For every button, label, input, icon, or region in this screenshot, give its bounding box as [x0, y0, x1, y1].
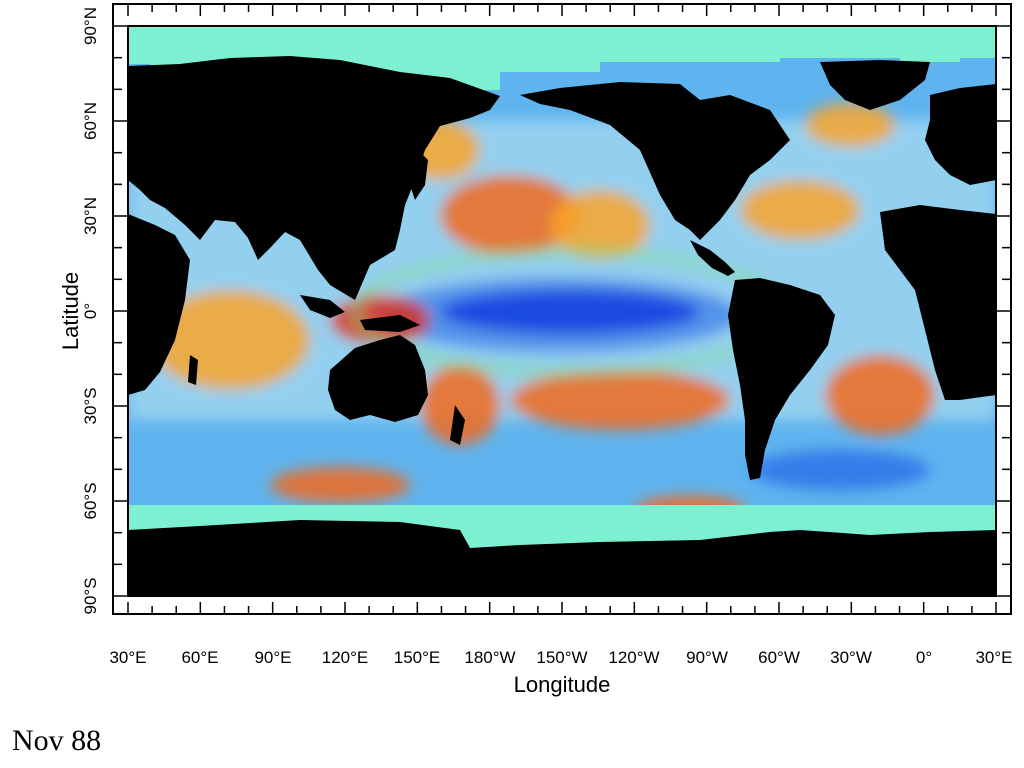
- central-america: [690, 240, 735, 276]
- eurasia-landmass: [128, 56, 500, 300]
- anomaly-map-figure: 30°E 60°E 90°E 120°E 150°E 180°W 150°W 1…: [58, 3, 1013, 697]
- map-border: [127, 25, 997, 597]
- australia-landmass: [328, 335, 428, 422]
- x-tick-label: 150°E: [394, 648, 441, 667]
- north-atlantic-warm-2: [805, 103, 895, 147]
- y-tick-label: 60°N: [81, 102, 100, 140]
- x-tick-label: 60°E: [181, 648, 218, 667]
- south-atlantic-warm: [825, 355, 935, 435]
- x-tick-label: 150°W: [536, 648, 587, 667]
- south-america-landmass: [728, 278, 835, 480]
- north-america-landmass: [520, 82, 790, 240]
- x-tick-label: 120°W: [608, 648, 659, 667]
- greenland-landmass: [820, 60, 930, 110]
- y-tick-label: 60°S: [81, 482, 100, 519]
- x-tick-label: 60°W: [758, 648, 800, 667]
- x-tick-label: 0°: [916, 648, 932, 667]
- map-frame: [112, 3, 1012, 615]
- land: [128, 56, 996, 596]
- x-tick-label: 30°E: [109, 648, 146, 667]
- y-tick-label: 90°N: [81, 7, 100, 45]
- africa-east: [880, 205, 996, 400]
- x-tick-marks: [127, 4, 997, 614]
- y-tick-labels: 90°N 60°N 30°N 0° 30°S 60°S 90°S: [81, 7, 100, 615]
- japan-landmass: [410, 150, 428, 200]
- x-tick-label: 90°W: [686, 648, 728, 667]
- africa-landmass: [128, 214, 190, 395]
- x-tick-label: 120°E: [322, 648, 369, 667]
- y-tick-label: 30°N: [81, 197, 100, 235]
- south-pacific-warm: [510, 370, 730, 430]
- indonesia-islands: [300, 295, 420, 332]
- x-tick-label: 180°W: [464, 648, 515, 667]
- pacific-cold-tongue-edge: [380, 277, 740, 353]
- x-tick-label: 30°W: [830, 648, 872, 667]
- south-atlantic-cold: [750, 450, 930, 490]
- x-tick-label: 30°E: [975, 648, 1012, 667]
- new-zealand-landmass: [450, 405, 465, 445]
- north-pacific-warm-2: [550, 190, 650, 260]
- date-caption: Nov 88: [12, 724, 102, 757]
- y-tick-marks: [113, 25, 1011, 597]
- map-panel: [128, 26, 996, 596]
- europe-landmass: [925, 84, 996, 185]
- y-tick-label: 30°S: [81, 387, 100, 424]
- north-atlantic-warm: [740, 180, 860, 240]
- y-tick-label: 0°: [81, 303, 100, 319]
- north-pacific-warm: [440, 175, 580, 255]
- x-tick-labels: 30°E 60°E 90°E 120°E 150°E 180°W 150°W 1…: [109, 648, 1012, 667]
- x-tick-label: 90°E: [254, 648, 291, 667]
- southern-ocean-warm: [270, 467, 410, 503]
- y-tick-label: 90°S: [81, 577, 100, 614]
- madagascar-landmass: [188, 355, 198, 385]
- tasman-warm: [420, 365, 500, 445]
- y-axis-title: Latitude: [58, 272, 83, 350]
- antarctica-landmass: [128, 520, 996, 596]
- x-axis-title: Longitude: [514, 672, 611, 697]
